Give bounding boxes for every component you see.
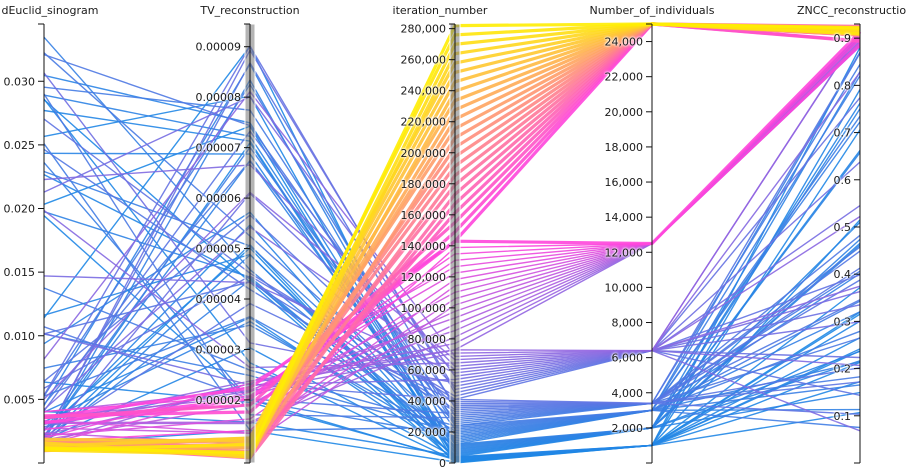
tick-label: 100,000 bbox=[401, 302, 447, 315]
tick-label: 8,000 bbox=[612, 317, 644, 330]
axis-title: TV_reconstruction bbox=[199, 4, 299, 17]
tick-label: 0.5 bbox=[834, 221, 852, 234]
tick-label: 2,000 bbox=[612, 422, 644, 435]
axis-deuclid-sinogram[interactable]: 0.005 0.010 0.015 0.020 0.025 0.030 dEuclid_si… bbox=[2, 4, 99, 464]
axis-title: ZNCC_reconstruction bbox=[797, 4, 906, 17]
tick-label: 40,000 bbox=[408, 395, 447, 408]
tick-label: 0.00007 bbox=[196, 142, 242, 155]
tick-label: 0 bbox=[439, 457, 446, 468]
tick-label: 0.7 bbox=[834, 127, 852, 140]
tick-label: 200,000 bbox=[401, 147, 447, 160]
tick-label: 0.020 bbox=[4, 203, 36, 216]
tick-label: 260,000 bbox=[401, 54, 447, 67]
tick-label: 4,000 bbox=[612, 387, 644, 400]
tick-label: 0.8 bbox=[834, 79, 852, 92]
tick-label: 22,000 bbox=[605, 71, 644, 84]
axis-title: dEuclid_sinogram bbox=[2, 4, 99, 17]
tick-label: 0.005 bbox=[4, 393, 36, 406]
tick-label: 0.2 bbox=[834, 363, 852, 376]
tick-label: 120,000 bbox=[401, 271, 447, 284]
tick-label: 0.00004 bbox=[196, 293, 242, 306]
tick-label: 0.9 bbox=[834, 32, 852, 45]
tick-label: 0.015 bbox=[4, 266, 36, 279]
tick-label: 280,000 bbox=[401, 23, 447, 36]
tick-label: 180,000 bbox=[401, 178, 447, 191]
axis-title: Number_of_individuals bbox=[590, 4, 715, 17]
tick-label: 0.00009 bbox=[196, 41, 242, 54]
tick-label: 16,000 bbox=[605, 176, 644, 189]
tick-label: 0.6 bbox=[834, 174, 852, 187]
tick-label: 24,000 bbox=[605, 36, 644, 49]
tick-label: 80,000 bbox=[408, 333, 447, 346]
tick-label: 18,000 bbox=[605, 141, 644, 154]
tick-label: 12,000 bbox=[605, 246, 644, 259]
tick-label: 0.010 bbox=[4, 330, 36, 343]
tick-label: 14,000 bbox=[605, 211, 644, 224]
tick-label: 140,000 bbox=[401, 240, 447, 253]
tick-label: 0.00008 bbox=[196, 91, 242, 104]
tick-label: 0.3 bbox=[834, 315, 852, 328]
tick-label: 220,000 bbox=[401, 116, 447, 129]
axis-number-of-individuals[interactable]: 2,000 4,000 6,000 8,000 10,000 12,000 14,000 16… bbox=[590, 4, 715, 464]
tick-label: 20,000 bbox=[605, 106, 644, 119]
axis-iteration-number[interactable]: 0 20,000 40,000 60,000 80,000 100,000 120,000 1… bbox=[393, 4, 488, 468]
tick-label: 60,000 bbox=[408, 364, 447, 377]
tick-label: 240,000 bbox=[401, 85, 447, 98]
tick-label: 0.00002 bbox=[196, 394, 242, 407]
axis-tv-reconstruction[interactable]: 0.00002 0.00003 0.00004 0.00005 0.00006 0.000… bbox=[196, 4, 300, 464]
tick-label: 0.00005 bbox=[196, 243, 242, 256]
axis-title: iteration_number bbox=[393, 4, 488, 17]
tick-label: 6,000 bbox=[612, 352, 644, 365]
tick-label: 0.1 bbox=[834, 410, 852, 423]
tick-label: 0.030 bbox=[4, 75, 36, 88]
tick-label: 10,000 bbox=[605, 281, 644, 294]
tick-label: 160,000 bbox=[401, 209, 447, 222]
tick-label: 0.00003 bbox=[196, 343, 242, 356]
tick-label: 0.4 bbox=[834, 268, 852, 281]
tick-label: 0.025 bbox=[4, 139, 36, 152]
axis-zncc-reconstruction[interactable]: 0.1 0.2 0.3 0.4 0.5 0.6 0.7 0.8 0.9 ZNCC_reconstr… bbox=[797, 4, 906, 464]
tick-label: 20,000 bbox=[408, 426, 447, 439]
axes-layer: 0.005 0.010 0.015 0.020 0.025 0.030 dEuclid_si… bbox=[2, 4, 906, 468]
tick-label: 0.00006 bbox=[196, 192, 242, 205]
